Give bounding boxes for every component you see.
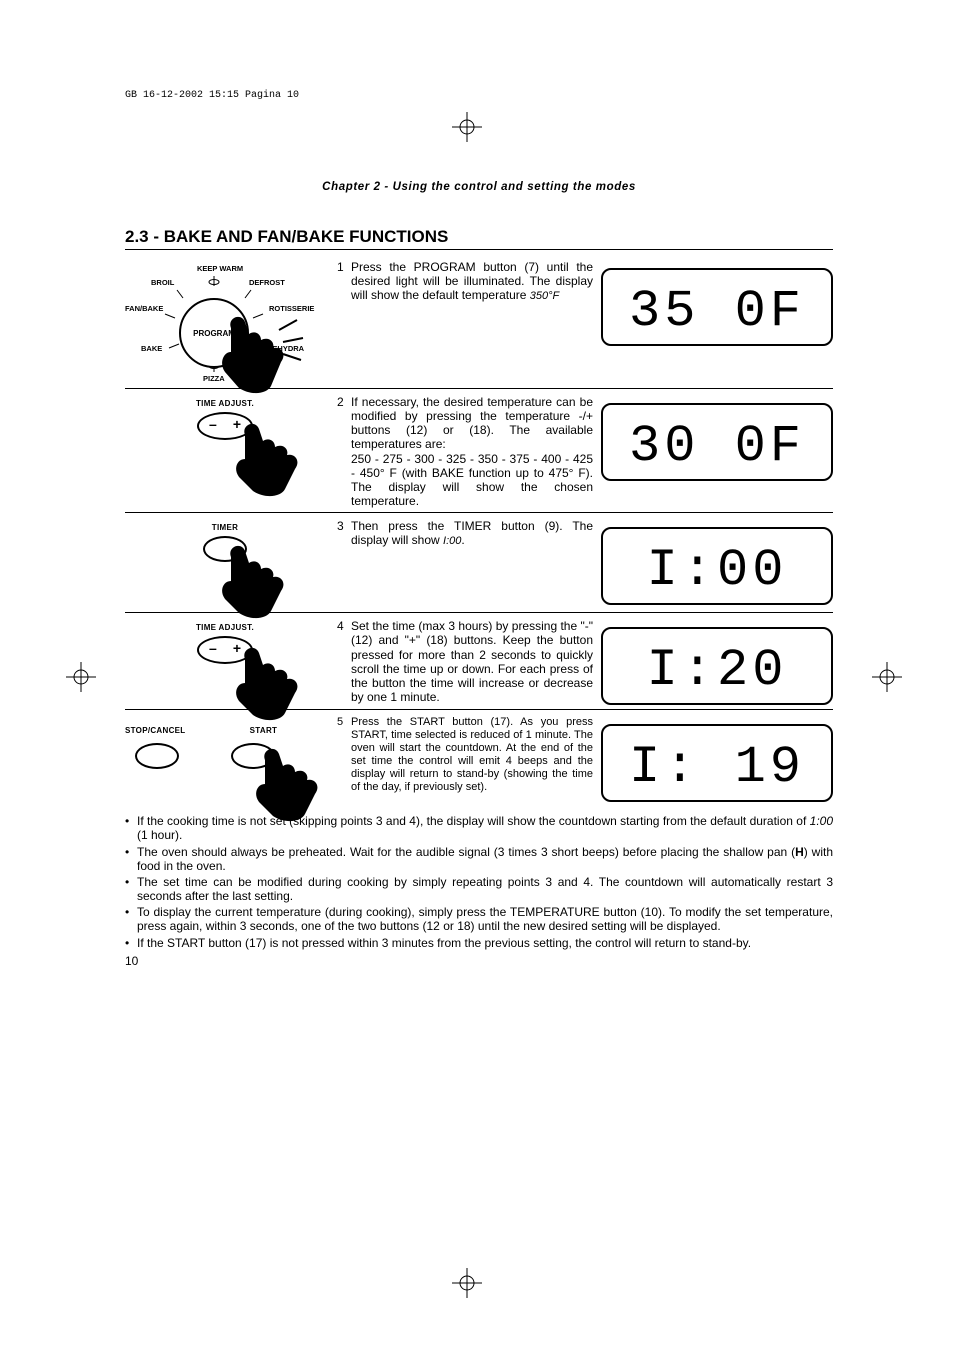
svg-text:30 0F: 30 0F (629, 417, 805, 472)
step-text-3: 3 Then press the TIMER button (9). The d… (337, 519, 601, 548)
step-text-2: 2 If necessary, the desired temperature … (337, 395, 601, 508)
note-item: The oven should always be preheated. Wai… (125, 845, 833, 873)
svg-text:I:20: I:20 (647, 641, 788, 696)
hand-press-icon (235, 641, 335, 721)
note-item: If the START button (17) is not pressed … (125, 936, 833, 950)
title-rule (125, 249, 833, 250)
step-row-1: KEEP WARM BROIL DEFROST FAN/BAKE ROTISSE… (125, 254, 833, 389)
step-row-5: STOP/CANCEL START 5 Press the START butt… (125, 710, 833, 806)
seven-seg-icon: 30 0F (617, 412, 817, 472)
step-number: 1 (337, 260, 351, 303)
lcd-display: I:00 (601, 527, 833, 605)
hand-press-icon (221, 308, 331, 398)
start-label: START (233, 726, 293, 735)
time-adjust-illustration: TIME ADJUST. (125, 619, 337, 695)
step-number: 3 (337, 519, 351, 548)
start-stop-illustration: STOP/CANCEL START (125, 716, 337, 792)
time-adjust-label: TIME ADJUST. (125, 623, 325, 632)
program-dial-illustration: KEEP WARM BROIL DEFROST FAN/BAKE ROTISSE… (125, 260, 337, 384)
step-row-3: TIMER 3 Then press the TIMER button (9).… (125, 513, 833, 613)
stop-cancel-label: STOP/CANCEL (125, 726, 205, 735)
svg-text:I: 19: I: 19 (629, 738, 805, 793)
step-body-text: If necessary, the desired temperature ca… (351, 395, 593, 508)
step-text-4: 4 Set the time (max 3 hours) by pressing… (337, 619, 601, 704)
svg-text:35 0F: 35 0F (629, 282, 805, 337)
crop-mark-left (66, 662, 96, 692)
time-adjust-illustration: TIME ADJUST. (125, 395, 337, 471)
lcd-display: 30 0F (601, 403, 833, 481)
page-number: 10 (125, 954, 833, 968)
seven-seg-icon: I:00 (617, 536, 817, 596)
step-tail-text: . (461, 533, 464, 547)
step-text-5: 5 Press the START button (17). As you pr… (337, 716, 601, 794)
lcd-display: I: 19 (601, 724, 833, 802)
print-header: GB 16-12-2002 15:15 Pagina 10 (125, 90, 833, 101)
step-digital-text: 350°F (530, 290, 559, 302)
stop-cancel-button[interactable] (135, 743, 179, 769)
step-digital-text: I:00 (443, 535, 461, 547)
time-adjust-label: TIME ADJUST. (125, 399, 325, 408)
step-row-2: TIME ADJUST. 2 If necessary, the desired… (125, 389, 833, 513)
seven-seg-icon: 35 0F (617, 277, 817, 337)
seven-seg-icon: I:20 (617, 636, 817, 696)
note-item: To display the current temperature (duri… (125, 905, 833, 933)
crop-mark-right (872, 662, 902, 692)
step-body-text: Press the START button (17). As you pres… (351, 716, 593, 794)
note-item: If the cooking time is not set (skipping… (125, 814, 833, 842)
timer-illustration: TIMER (125, 519, 337, 595)
chapter-heading: Chapter 2 - Using the control and settin… (125, 181, 833, 193)
section-title: 2.3 - BAKE AND FAN/BAKE FUNCTIONS (125, 227, 833, 247)
step-number: 2 (337, 395, 351, 508)
step-text-1: 1 Press the PROGRAM button (7) until the… (337, 260, 601, 303)
page-content: GB 16-12-2002 15:15 Pagina 10 Chapter 2 … (125, 90, 833, 968)
step-row-4: TIME ADJUST. 4 Set the time (max 3 hours… (125, 613, 833, 710)
notes-list: If the cooking time is not set (skipping… (125, 814, 833, 949)
svg-text:I:00: I:00 (647, 541, 788, 596)
hand-press-icon (235, 417, 335, 497)
note-item: The set time can be modified during cook… (125, 875, 833, 903)
seven-seg-icon: I: 19 (617, 733, 817, 793)
hand-press-icon (255, 742, 355, 822)
step-body-text: Then press the TIMER button (9). The dis… (351, 519, 593, 547)
lcd-display: I:20 (601, 627, 833, 705)
step-number: 4 (337, 619, 351, 704)
step-body-text: Set the time (max 3 hours) by pressing t… (351, 619, 593, 704)
hand-press-icon (221, 539, 321, 619)
crop-mark-bottom (452, 1268, 482, 1298)
timer-label: TIMER (125, 523, 325, 532)
lcd-display: 35 0F (601, 268, 833, 346)
